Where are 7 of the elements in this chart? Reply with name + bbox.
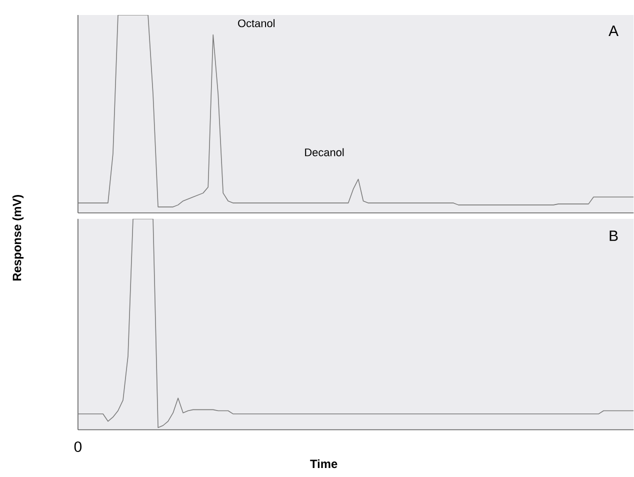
annotation: Decanol — [305, 148, 344, 156]
annotation: B — [610, 230, 618, 242]
y-axis-title: Response (mV) — [12, 195, 24, 281]
text: 0 — [74, 442, 82, 452]
annotation: Octanol — [238, 19, 275, 28]
x-axis-title: Time — [310, 459, 338, 468]
annotation: A — [608, 26, 618, 36]
